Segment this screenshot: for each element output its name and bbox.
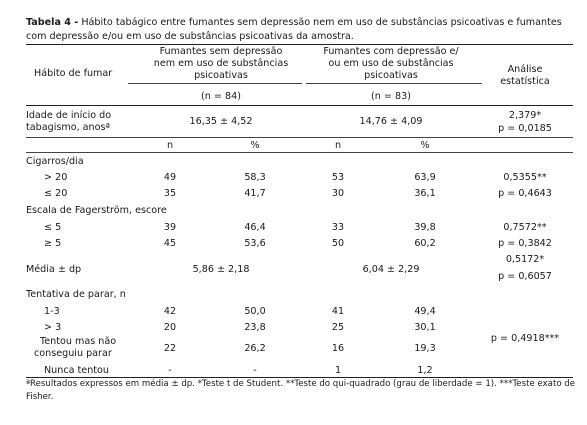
row-label: > 20 (44, 172, 68, 183)
row-stat: 0,5355** (503, 172, 547, 183)
row-label-line1: Tentou mas não (40, 336, 117, 347)
row-n-group1: 20 (163, 322, 177, 333)
row-pct-group1: 50,0 (244, 306, 266, 317)
row-pct-group1: 23,8 (244, 322, 266, 333)
onset-stat-line1: 2,379* (508, 110, 542, 121)
row-n-group1: 45 (163, 238, 177, 249)
subheader-n-group1: n (166, 140, 174, 151)
row-pct-group2: 63,9 (414, 172, 436, 183)
quit-stat: p = 0,4918*** (490, 333, 560, 344)
row-n-group2: 30 (331, 188, 345, 199)
row-pct-group1: - (253, 365, 257, 376)
row-n-group1: 35 (163, 188, 177, 199)
fagerstrom-title: Escala de Fagerström, escore (26, 205, 167, 216)
rule-group1 (128, 83, 302, 84)
row-pct-group1: 26,2 (244, 343, 266, 354)
row-n-group2: 50 (331, 238, 345, 249)
row-pct-group2: 1,2 (417, 365, 433, 376)
rule-subheader (26, 152, 573, 153)
row-label: ≥ 5 (44, 238, 62, 249)
row-pct-group2: 39,8 (414, 222, 436, 233)
header-group2-line2: ou em uso de substâncias (328, 58, 454, 69)
row-pct-group1: 58,3 (244, 172, 266, 183)
rule-bottom (26, 377, 573, 378)
row-pct-group1: 53,6 (244, 238, 266, 249)
rule-onset (26, 137, 573, 138)
row-pct-group2: 60,2 (414, 238, 436, 249)
table-caption: Tabela 4 - Hábito tabágico entre fumante… (26, 16, 571, 44)
table-caption-label: Tabela 4 - (26, 17, 79, 28)
row-n-group2: 33 (331, 222, 345, 233)
mean-group1: 5,86 ± 2,18 (192, 264, 250, 275)
onset-label-line1: Idade de início do (26, 110, 112, 121)
row-n-group1: 42 (163, 306, 177, 317)
row-stat: 0,7572** (503, 222, 547, 233)
subheader-pct-group2: % (420, 140, 430, 151)
row-pct-group2: 19,3 (414, 343, 436, 354)
header-stat-line1: Análise (507, 64, 543, 75)
header-group1-line1: Fumantes sem depressão (159, 46, 283, 57)
row-stat: p = 0,3842 (498, 238, 552, 249)
row-label: 1-3 (44, 306, 60, 317)
header-group1-n: (n = 84) (201, 91, 241, 102)
mean-stat-line1: 0,5172* (505, 254, 545, 265)
header-habit: Hábito de fumar (34, 68, 113, 79)
row-label: > 3 (44, 322, 62, 333)
row-n-group1: 22 (163, 343, 177, 354)
header-stat-line2: estatística (500, 76, 550, 87)
mean-group2: 6,04 ± 2,29 (362, 264, 420, 275)
onset-group1: 16,35 ± 4,52 (189, 116, 253, 127)
header-group2-line1: Fumantes com depressão e/ (323, 46, 459, 57)
rule-top (26, 44, 573, 45)
quit-title: Tentativa de parar, n (26, 289, 126, 300)
table-caption-text: Hábito tabágico entre fumantes sem depre… (26, 17, 562, 42)
row-n-group1: - (168, 365, 172, 376)
header-group2-line3: psicoativas (364, 70, 418, 81)
table-footnote: ªResultados expressos em média ± dp. *Te… (26, 379, 576, 402)
onset-label-line2: tabagismo, anosª (26, 122, 111, 133)
row-pct-group2: 49,4 (414, 306, 436, 317)
mean-stat-line2: p = 0,6057 (498, 271, 552, 282)
subheader-pct-group1: % (250, 140, 260, 151)
row-label-line2: conseguiu parar (34, 348, 112, 359)
row-n-group1: 39 (163, 222, 177, 233)
row-n-group2: 16 (331, 343, 345, 354)
row-label: ≤ 5 (44, 222, 62, 233)
row-n-group2: 1 (334, 365, 342, 376)
row-stat: p = 0,4643 (498, 188, 552, 199)
row-pct-group1: 41,7 (244, 188, 266, 199)
row-n-group1: 49 (163, 172, 177, 183)
row-pct-group1: 46,4 (244, 222, 266, 233)
rule-group2 (306, 83, 482, 84)
mean-label: Média ± dp (26, 264, 82, 275)
header-group1-line2: nem em uso de substâncias (153, 58, 289, 69)
onset-group2: 14,76 ± 4,09 (359, 116, 423, 127)
rule-header (26, 105, 573, 106)
row-n-group2: 25 (331, 322, 345, 333)
row-label: Nunca tentou (44, 365, 109, 376)
header-group2-n: (n = 83) (371, 91, 411, 102)
row-pct-group2: 30,1 (414, 322, 436, 333)
onset-stat-line2: p = 0,0185 (498, 123, 552, 134)
row-n-group2: 53 (331, 172, 345, 183)
row-n-group2: 41 (331, 306, 345, 317)
cigarettes-title: Cigarros/dia (26, 156, 84, 167)
subheader-n-group2: n (334, 140, 342, 151)
row-label: ≤ 20 (44, 188, 68, 199)
header-group1-line3: psicoativas (194, 70, 248, 81)
row-pct-group2: 36,1 (414, 188, 436, 199)
